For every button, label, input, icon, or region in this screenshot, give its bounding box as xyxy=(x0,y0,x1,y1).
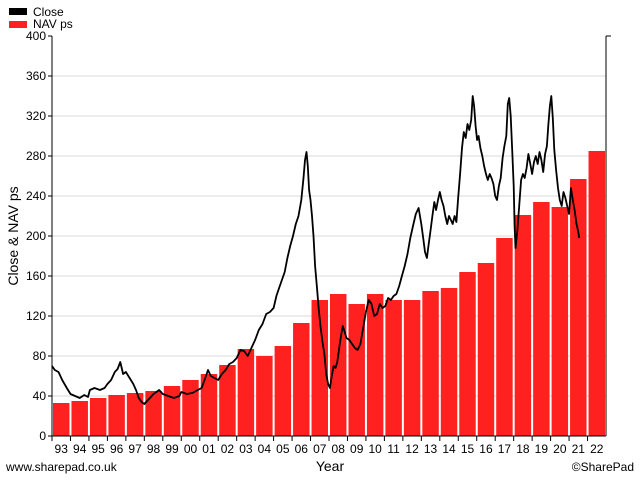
y-tick-label-160: 160 xyxy=(26,269,46,283)
nav-bar-99 xyxy=(163,386,181,436)
x-tick-label-18: 18 xyxy=(516,442,530,456)
x-tick-label-14: 14 xyxy=(442,442,456,456)
legend: Close NAV ps xyxy=(9,5,73,31)
legend-swatch-nav xyxy=(9,21,27,28)
x-tick-label-12: 12 xyxy=(405,442,419,456)
axes xyxy=(48,35,611,441)
y-tick-labels: 0 40 80 120 160 200 240 280 320 360 400 xyxy=(26,29,46,443)
close-price-line xyxy=(51,95,581,405)
nav-bar-14 xyxy=(440,288,458,436)
x-tick-label-21: 21 xyxy=(572,442,586,456)
x-tick-label-00: 00 xyxy=(184,442,198,456)
nav-bar-13 xyxy=(422,291,439,436)
nav-bar-97 xyxy=(126,393,144,436)
y-tick-label-120: 120 xyxy=(26,309,46,323)
nav-bar-98 xyxy=(145,391,162,436)
x-tick-label-10: 10 xyxy=(368,442,382,456)
nav-bar-21 xyxy=(570,179,587,436)
x-tick-label-09: 09 xyxy=(350,442,364,456)
y-tick-label-200: 200 xyxy=(26,229,46,243)
y-axis-title: Close & NAV ps xyxy=(5,186,21,285)
close-line xyxy=(51,95,581,405)
x-tick-label-02: 02 xyxy=(221,442,235,456)
x-tick-label-17: 17 xyxy=(498,442,512,456)
x-tick-label-97: 97 xyxy=(128,442,142,456)
y-tick-label-240: 240 xyxy=(26,189,46,203)
nav-bar-17 xyxy=(496,238,513,436)
x-tick-label-99: 99 xyxy=(165,442,179,456)
x-tick-label-04: 04 xyxy=(258,442,272,456)
x-tick-labels: 93 94 95 96 97 98 99 00 01 02 03 04 05 06 07 08 09 10 11 12… xyxy=(55,442,604,456)
x-tick-label-05: 05 xyxy=(276,442,290,456)
nav-bar-96 xyxy=(108,395,125,436)
y-tick-label-360: 360 xyxy=(26,69,46,83)
nav-bar-05 xyxy=(274,346,292,436)
x-tick-label-08: 08 xyxy=(332,442,346,456)
x-tick-label-93: 93 xyxy=(55,442,69,456)
nav-bar-20 xyxy=(551,207,569,436)
nav-bar-11 xyxy=(385,300,402,436)
footer-copyright: ©SharePad xyxy=(572,460,634,474)
y-tick-label-40: 40 xyxy=(33,389,47,403)
x-tick-label-96: 96 xyxy=(110,442,124,456)
nav-bar-07 xyxy=(311,300,328,436)
legend-label-close: Close xyxy=(33,5,64,19)
x-axis-title: Year xyxy=(316,458,345,474)
y-tick-label-280: 280 xyxy=(26,149,46,163)
nav-bar-18 xyxy=(514,215,532,436)
nav-bars xyxy=(53,151,605,436)
x-tick-label-20: 20 xyxy=(553,442,567,456)
nav-bar-95 xyxy=(89,398,107,436)
x-tick-label-98: 98 xyxy=(147,442,161,456)
x-tick-label-15: 15 xyxy=(461,442,475,456)
nav-bar-16 xyxy=(477,263,495,436)
nav-bar-22 xyxy=(588,151,605,436)
y-tick-label-0: 0 xyxy=(39,429,46,443)
x-tick-label-94: 94 xyxy=(73,442,87,456)
nav-bar-04 xyxy=(256,356,273,436)
nav-bar-15 xyxy=(459,272,476,436)
x-tick-label-16: 16 xyxy=(479,442,493,456)
x-tick-label-11: 11 xyxy=(387,442,400,456)
x-tick-label-19: 19 xyxy=(535,442,549,456)
x-tick-label-03: 03 xyxy=(239,442,253,456)
nav-bar-03 xyxy=(237,349,255,436)
nav-bar-12 xyxy=(403,300,421,436)
y-tick-label-400: 400 xyxy=(26,29,46,43)
x-tick-label-06: 06 xyxy=(295,442,309,456)
y-tick-label-80: 80 xyxy=(33,349,47,363)
nav-bar-02 xyxy=(219,365,236,436)
nav-bar-00 xyxy=(182,380,199,436)
nav-bar-10 xyxy=(366,294,384,436)
nav-bar-09 xyxy=(348,304,365,436)
x-tick-label-01: 01 xyxy=(202,442,216,456)
y-tick-label-320: 320 xyxy=(26,109,46,123)
x-tick-label-95: 95 xyxy=(91,442,105,456)
nav-bar-06 xyxy=(293,323,310,436)
nav-bar-19 xyxy=(533,202,550,436)
x-tick-label-07: 07 xyxy=(313,442,327,456)
footer-website: www.sharepad.co.uk xyxy=(5,460,118,474)
nav-bar-93 xyxy=(53,403,70,436)
x-tick-label-13: 13 xyxy=(424,442,438,456)
legend-swatch-close xyxy=(9,8,27,15)
legend-label-nav: NAV ps xyxy=(33,17,73,31)
nav-bar-94 xyxy=(71,401,88,436)
nav-bar-01 xyxy=(200,374,218,436)
x-tick-label-22: 22 xyxy=(590,442,604,456)
nav-bar-08 xyxy=(330,294,347,436)
